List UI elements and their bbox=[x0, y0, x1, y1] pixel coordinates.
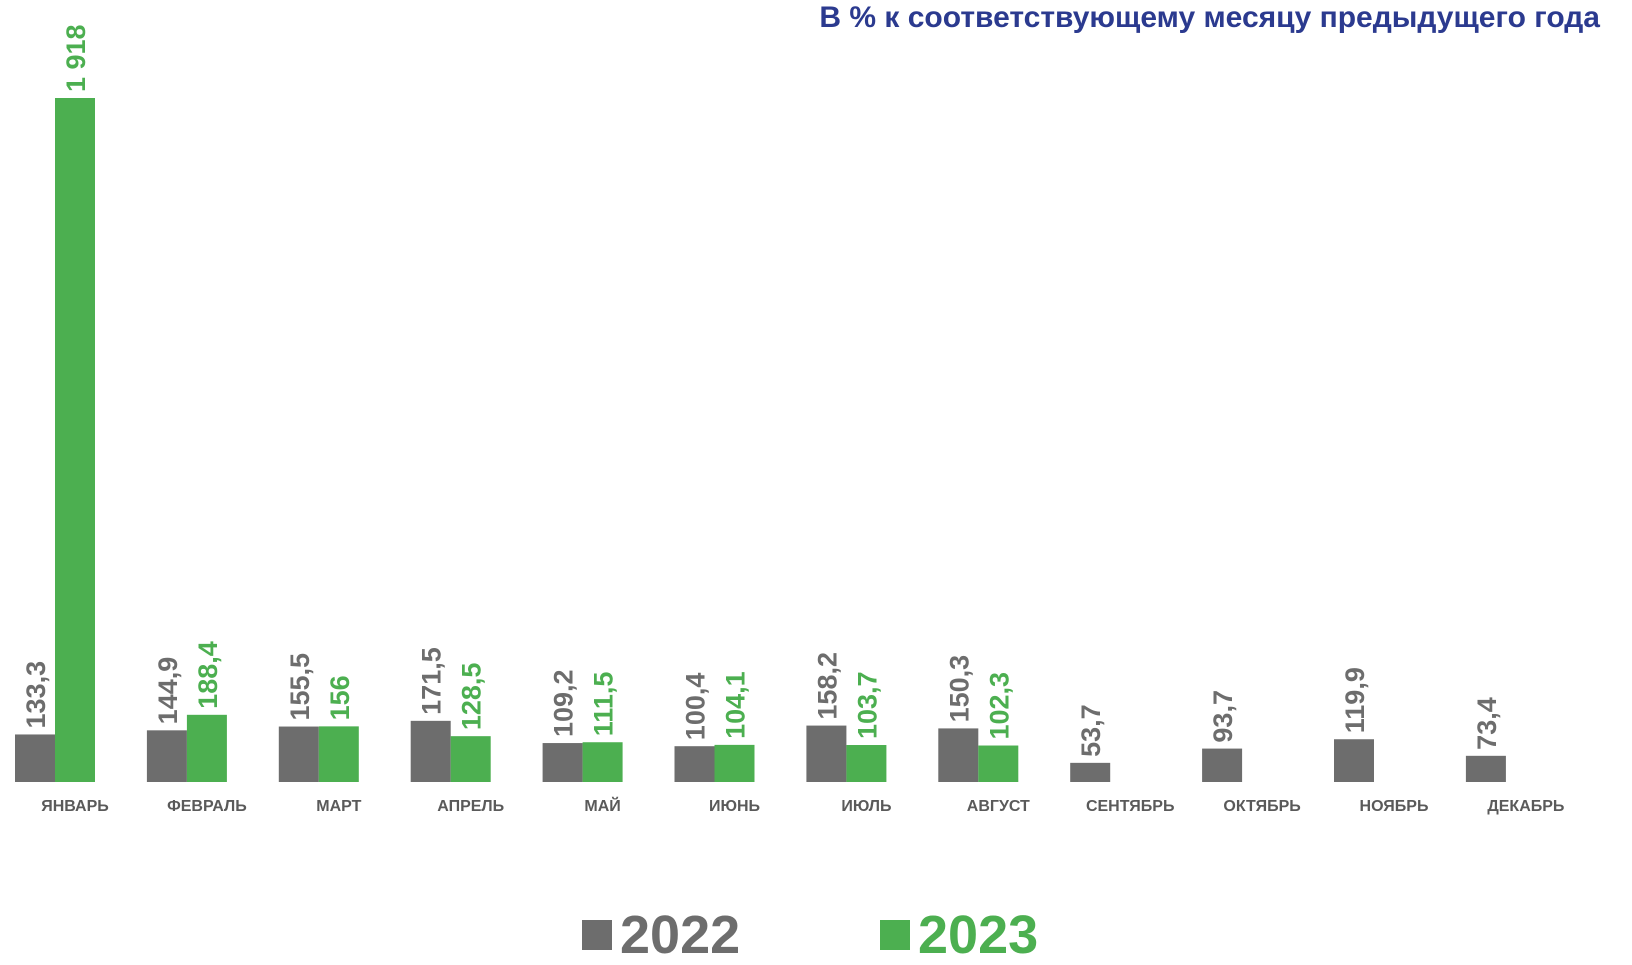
bar-2022-5 bbox=[674, 746, 715, 782]
category-label-9: ОКТЯБРЬ bbox=[1223, 798, 1300, 815]
bar-2023-1 bbox=[186, 714, 227, 782]
bar-2023-2 bbox=[318, 726, 359, 782]
category-label-6: ИЮЛЬ bbox=[841, 798, 891, 815]
data-label-2022-6: 158,2 bbox=[812, 652, 842, 720]
data-labels-layer: 133,3 1 918 144,9 188,4 155,5 156 171,5 128,5 10… bbox=[21, 24, 1502, 756]
bar-2022-10 bbox=[1334, 739, 1374, 782]
category-label-4: МАЙ bbox=[584, 796, 620, 815]
data-label-2022-9: 93,7 bbox=[1208, 690, 1238, 743]
category-ticks-layer: ЯНВАРЬ ФЕВРАЛЬ МАРТ АПРЕЛЬ МАЙ ИЮНЬ ИЮЛЬ АВГУСТ… bbox=[41, 796, 1564, 815]
data-label-2022-5: 100,4 bbox=[681, 673, 711, 741]
category-label-10: НОЯБРЬ bbox=[1360, 798, 1429, 815]
bars-layer bbox=[15, 98, 1506, 782]
data-label-2023-6: 103,7 bbox=[852, 671, 882, 739]
data-label-2023-1: 188,4 bbox=[193, 641, 223, 709]
chart-title: В % к соответствующему месяцу предыдущег… bbox=[819, 1, 1600, 34]
legend-item-2023: 2023 bbox=[880, 905, 1038, 965]
data-label-2022-4: 109,2 bbox=[549, 669, 579, 737]
bar-2022-3 bbox=[410, 720, 451, 782]
legend-item-2022: 2022 bbox=[582, 905, 740, 965]
data-label-2022-7: 150,3 bbox=[944, 655, 974, 723]
data-label-2022-8: 53,7 bbox=[1076, 704, 1106, 757]
data-label-2023-5: 104,1 bbox=[721, 671, 751, 739]
bar-2023-4 bbox=[582, 742, 623, 782]
bar-2022-11 bbox=[1465, 755, 1506, 782]
bar-2023-6 bbox=[846, 745, 887, 782]
bar-2022-8 bbox=[1070, 762, 1111, 782]
data-label-2022-0: 133,3 bbox=[21, 661, 51, 729]
category-label-1: ФЕВРАЛЬ bbox=[167, 798, 247, 815]
bar-2023-5 bbox=[714, 744, 755, 782]
legend-label-2022: 2022 bbox=[620, 905, 741, 965]
bar-2022-4 bbox=[542, 743, 583, 782]
data-label-2023-0: 1 918 bbox=[61, 24, 91, 92]
bar-2023-0 bbox=[55, 98, 95, 782]
data-label-2023-7: 102,3 bbox=[984, 672, 1014, 740]
legend-swatch-2022 bbox=[582, 920, 612, 950]
data-label-2022-2: 155,5 bbox=[285, 653, 315, 721]
bar-chart: 133,3 1 918 144,9 188,4 155,5 156 171,5 128,5 10… bbox=[15, 24, 1564, 815]
category-label-0: ЯНВАРЬ bbox=[41, 798, 109, 815]
bar-2023-7 bbox=[978, 745, 1019, 782]
data-label-2023-2: 156 bbox=[325, 675, 355, 720]
data-label-2022-11: 73,4 bbox=[1472, 697, 1502, 750]
data-label-2022-10: 119,9 bbox=[1340, 667, 1370, 733]
bar-2022-7 bbox=[938, 728, 979, 782]
category-label-2: МАРТ bbox=[316, 798, 361, 815]
data-label-2022-1: 144,9 bbox=[153, 657, 183, 725]
category-label-3: АПРЕЛЬ bbox=[437, 798, 504, 815]
legend-label-2023: 2023 bbox=[918, 905, 1039, 965]
data-label-2022-3: 171,5 bbox=[417, 647, 447, 715]
legend-swatch-2023 bbox=[880, 920, 910, 950]
data-label-2023-4: 111,5 bbox=[589, 672, 619, 737]
bar-2022-6 bbox=[806, 725, 847, 782]
bar-2022-0 bbox=[15, 734, 55, 782]
bar-2022-1 bbox=[146, 730, 187, 782]
bar-2023-3 bbox=[450, 736, 491, 782]
category-label-7: АВГУСТ bbox=[967, 798, 1030, 815]
data-label-2023-3: 128,5 bbox=[457, 663, 487, 731]
bar-2022-9 bbox=[1202, 748, 1243, 782]
bar-2022-2 bbox=[278, 726, 319, 782]
category-label-5: ИЮНЬ bbox=[709, 798, 760, 815]
category-label-11: ДЕКАБРЬ bbox=[1487, 798, 1564, 815]
category-label-8: СЕНТЯБРЬ bbox=[1086, 798, 1175, 815]
